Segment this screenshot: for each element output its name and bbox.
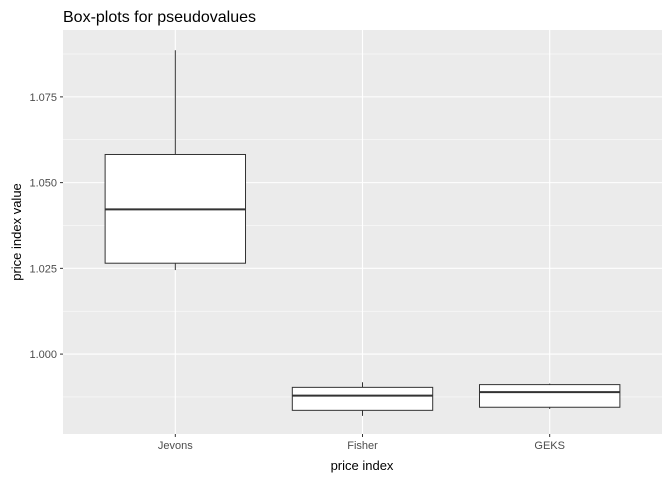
y-tick-label: 1.050	[29, 178, 57, 190]
x-axis: Jevons Fisher GEKS	[158, 434, 565, 452]
y-axis: 1.000 1.025 1.050 1.075	[29, 92, 63, 361]
y-tick-label: 1.025	[29, 263, 57, 275]
boxes	[104, 50, 621, 416]
y-axis-label: price index value	[9, 183, 24, 281]
y-tick-label: 1.075	[29, 92, 57, 104]
chart-title: Box-plots for pseudovalues	[63, 9, 256, 26]
x-tick-label: GEKS	[534, 440, 565, 452]
x-tick-label: Fisher	[347, 440, 378, 452]
box-jevons	[104, 50, 247, 271]
y-tick-label: 1.000	[29, 349, 57, 361]
x-axis-label: price index	[331, 458, 394, 473]
box-iqr	[478, 384, 621, 408]
box-fisher	[291, 382, 434, 416]
box-geks	[478, 383, 621, 409]
box-iqr	[291, 386, 434, 411]
x-tick-label: Jevons	[158, 440, 193, 452]
